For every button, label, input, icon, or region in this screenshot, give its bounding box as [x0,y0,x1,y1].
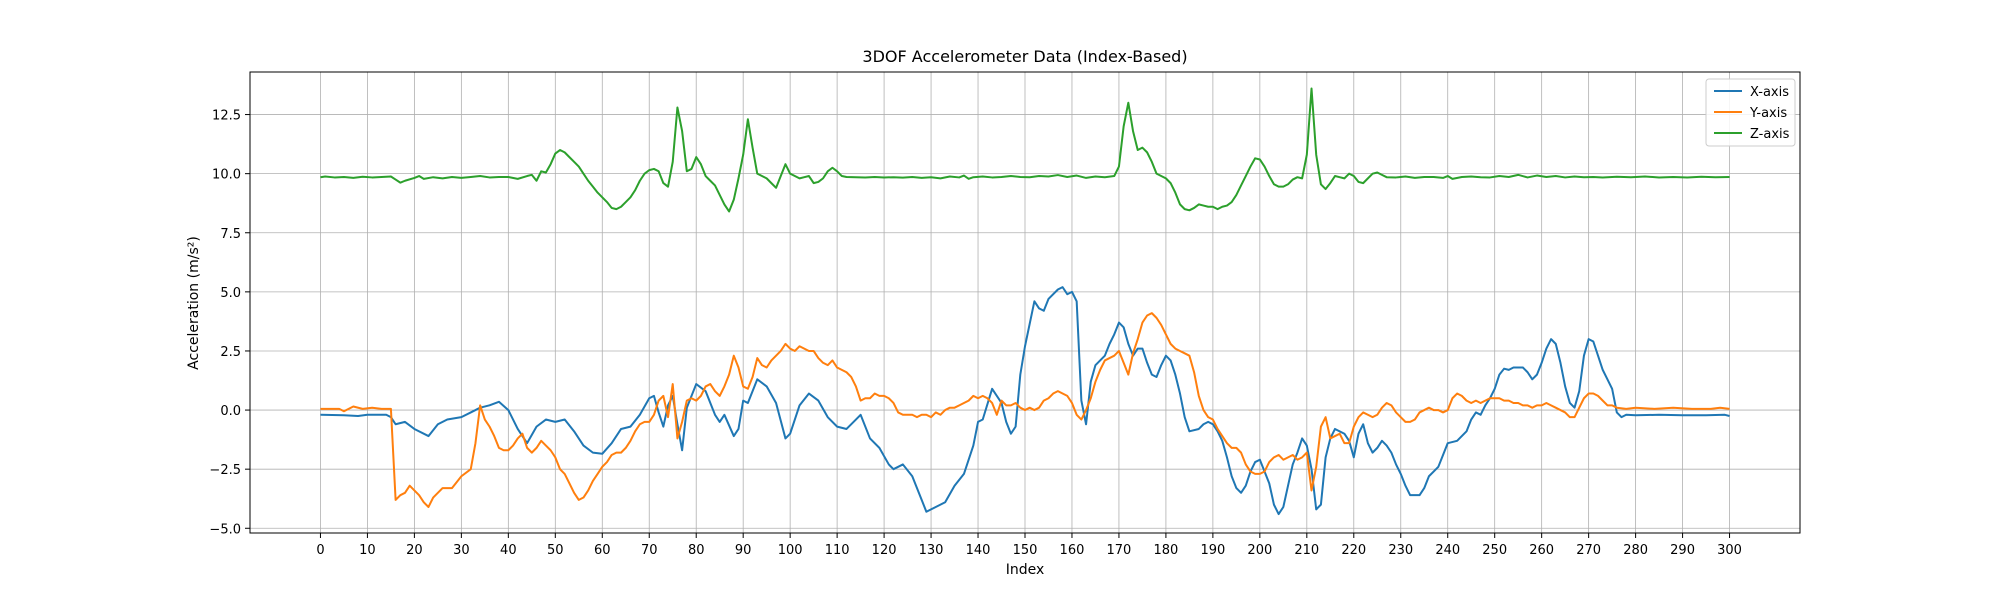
y-axis-label: Acceleration (m/s²) [186,236,202,370]
x-tick-label: 50 [547,543,564,558]
x-tick-label: 230 [1388,543,1413,558]
x-tick-label: 80 [688,543,705,558]
y-tick-label: 5.0 [220,286,241,301]
x-tick-label: 0 [316,543,324,558]
x-tick-label: 160 [1060,543,1085,558]
legend-box [1705,78,1796,147]
x-tick-label: 130 [919,543,944,558]
series-lines [320,87,1730,516]
x-tick-label: 140 [966,543,991,558]
x-tick-label: 190 [1200,543,1225,558]
x-tick-label: 100 [778,543,803,558]
series-line-x-axis [320,286,1730,516]
legend: X-axis Y-axis Z-axis [1705,78,1796,147]
y-tick-label: −5.0 [209,522,241,537]
x-axis-ticks: 0 10 20 30 40 50 60 70 80 90 100 110 120 130 140 150 160… [316,533,1742,558]
x-tick-label: 90 [735,543,752,558]
x-tick-label: 150 [1013,543,1038,558]
y-tick-label: 0.0 [220,404,241,419]
y-axis-ticks: −5.0 −2.5 0.0 2.5 5.0 7.5 10.0 12.5 [209,109,250,537]
x-tick-label: 20 [406,543,423,558]
x-tick-label: 40 [500,543,517,558]
legend-label-y-axis: Y-axis [1749,106,1787,121]
x-tick-label: 250 [1482,543,1507,558]
x-tick-label: 170 [1107,543,1132,558]
x-tick-label: 10 [359,543,376,558]
x-tick-label: 30 [453,543,470,558]
x-tick-label: 200 [1247,543,1272,558]
y-tick-label: 7.5 [220,227,241,242]
y-tick-label: 12.5 [212,109,241,124]
x-tick-label: 300 [1717,543,1742,558]
y-tick-label: 10.0 [212,168,241,183]
x-tick-label: 60 [594,543,611,558]
x-tick-label: 290 [1670,543,1695,558]
y-tick-label: 2.5 [220,345,241,360]
x-tick-label: 180 [1153,543,1178,558]
x-tick-label: 240 [1435,543,1460,558]
x-tick-label: 110 [825,543,850,558]
x-tick-label: 280 [1623,543,1648,558]
legend-label-x-axis: X-axis [1750,85,1789,100]
x-tick-label: 210 [1294,543,1319,558]
x-tick-label: 70 [641,543,658,558]
x-tick-label: 220 [1341,543,1366,558]
series-line-z-axis [320,87,1730,213]
y-tick-label: −2.5 [209,463,241,478]
x-tick-label: 260 [1529,543,1554,558]
x-tick-label: 120 [872,543,897,558]
x-tick-label: 270 [1576,543,1601,558]
x-axis-label: Index [1006,562,1045,578]
legend-label-z-axis: Z-axis [1750,127,1790,142]
chart-title: 3DOF Accelerometer Data (Index-Based) [862,47,1187,66]
series-line-y-axis [320,312,1730,508]
